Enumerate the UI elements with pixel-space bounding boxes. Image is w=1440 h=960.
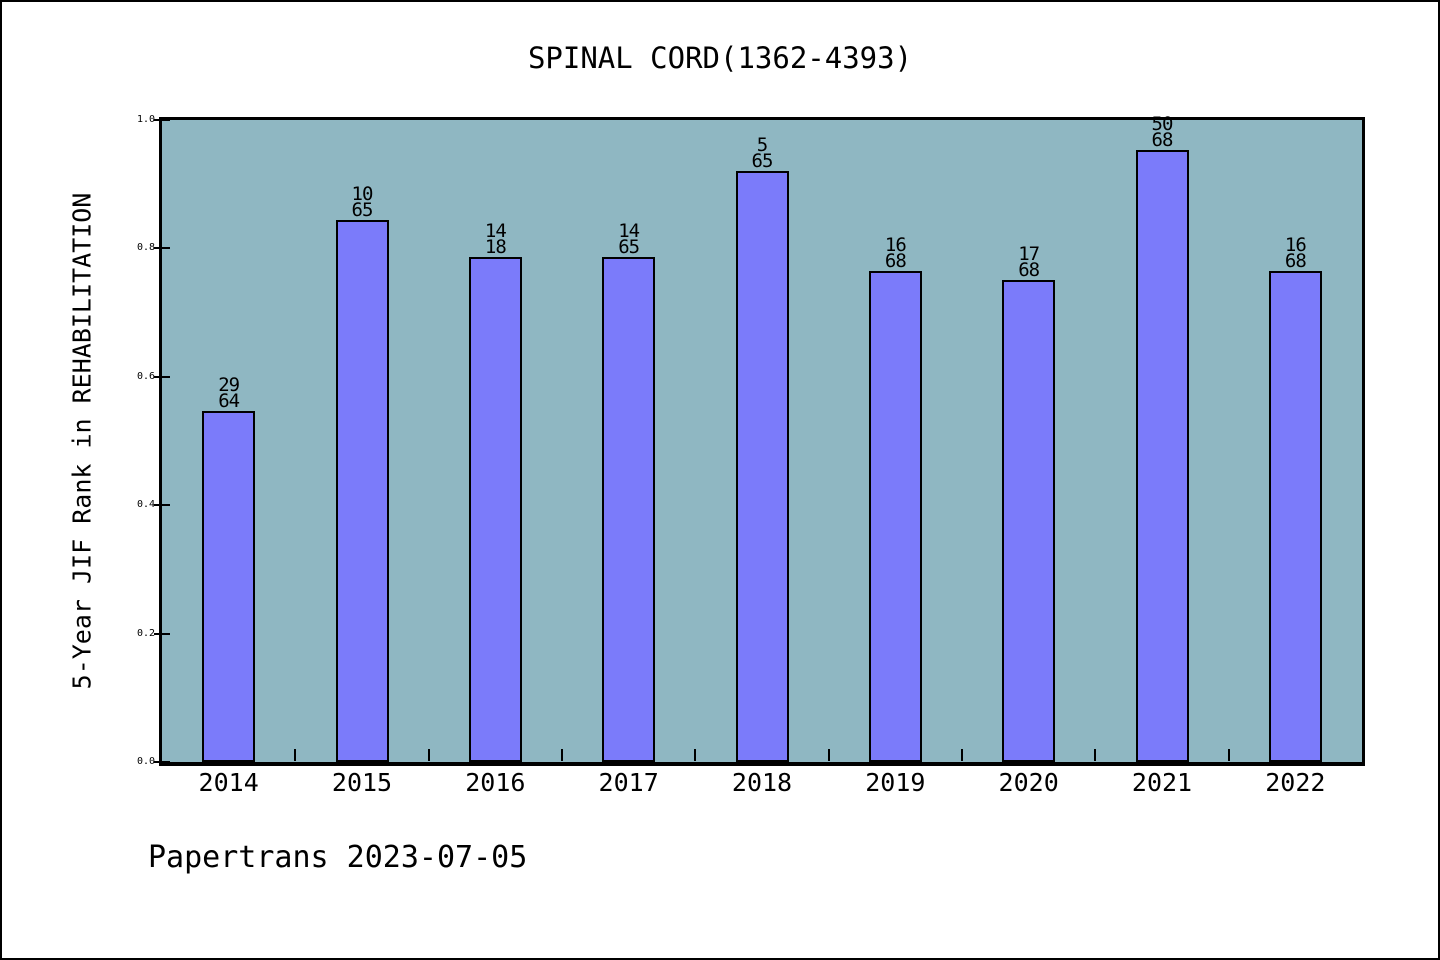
y-tick-label: 0.2 <box>136 627 155 639</box>
bar-2015 <box>335 220 389 762</box>
chart-title: SPINAL CORD(1362-4393) <box>527 41 913 75</box>
bar-label-denominator: 68 <box>1284 250 1307 272</box>
x-minor-tick <box>694 749 697 761</box>
bar-label-denominator: 65 <box>751 150 774 172</box>
x-tick-label-2017: 2017 <box>598 768 659 797</box>
bar-label-numerator: 14 <box>618 220 640 242</box>
bar-2020 <box>1002 280 1056 762</box>
bar-2019 <box>868 271 922 762</box>
bar-2017 <box>602 257 656 762</box>
x-tick-label-2018: 2018 <box>731 768 793 797</box>
bar-label-numerator: 5 <box>756 134 768 156</box>
bar-value-label-2021: 50 68 <box>1122 115 1202 151</box>
bar-value-label-2017: 14 65 <box>589 220 669 258</box>
x-minor-tick <box>961 749 963 761</box>
x-minor-tick <box>561 749 563 761</box>
x-tick-label-2014: 2014 <box>198 768 259 797</box>
x-tick-label-2020: 2020 <box>998 768 1059 797</box>
bar-2018 <box>735 171 789 762</box>
bar-value-label-2016: 14 18 <box>455 220 535 258</box>
bar-value-label-2014: 29 64 <box>189 374 269 412</box>
bar-label-denominator: 65 <box>618 236 640 258</box>
x-minor-tick <box>294 749 297 761</box>
x-minor-tick <box>827 749 830 761</box>
y-tick <box>154 375 170 378</box>
bar-label-denominator: 18 <box>484 236 507 258</box>
bar-value-label-2019: 16 68 <box>855 234 935 272</box>
bar-label-denominator: 68 <box>884 250 907 272</box>
bar-label-denominator: 64 <box>218 390 240 412</box>
bar-label-numerator: 17 <box>1018 243 1040 265</box>
x-tick-label-2021: 2021 <box>1131 768 1193 797</box>
y-tick <box>154 247 170 250</box>
bar-label-denominator: 68 <box>1018 259 1040 281</box>
x-tick-label-2015: 2015 <box>331 768 393 797</box>
bar-label-numerator: 29 <box>218 374 240 396</box>
x-minor-tick <box>427 749 430 761</box>
y-tick <box>154 632 170 635</box>
bar-label-numerator: 16 <box>884 234 907 256</box>
x-minor-tick <box>1227 749 1230 761</box>
bar-label-denominator: 68 <box>1151 129 1174 151</box>
y-tick-label: 0.4 <box>136 499 155 511</box>
plot-area: 29 64 10 65 14 18 14 65 5 65 16 68 17 68 50 68 16 68 <box>154 115 1362 763</box>
y-tick <box>154 504 170 507</box>
y-tick-label: 0.8 <box>136 242 155 254</box>
bar-label-numerator: 10 <box>351 183 374 205</box>
y-axis-label: 5-Year JIF Rank in REHABILITATION <box>67 192 97 690</box>
bar-value-label-2015: 10 65 <box>322 183 402 221</box>
bar-2014 <box>202 411 256 762</box>
bar-2016 <box>468 257 522 762</box>
bar-value-label-2018: 5 65 <box>722 134 802 172</box>
bar-2022 <box>1268 271 1322 762</box>
y-tick <box>154 119 170 121</box>
x-tick-label-2022: 2022 <box>1265 768 1326 797</box>
x-minor-tick <box>1094 749 1097 761</box>
watermark-text: Papertrans 2023-07-05 <box>148 840 528 875</box>
x-tick-label-2019: 2019 <box>865 768 926 797</box>
y-tick-label: 0.6 <box>136 370 155 382</box>
bar-value-label-2022: 16 68 <box>1255 234 1335 272</box>
x-tick-label-2016: 2016 <box>465 768 526 797</box>
bar-label-numerator: 14 <box>484 220 507 242</box>
bar-2021 <box>1135 150 1189 762</box>
bar-label-denominator: 65 <box>351 199 374 221</box>
x-axis-labels: 2014 2015 2016 2017 2018 2019 2020 2021 2022 <box>2 768 1440 808</box>
y-tick-label: 1.0 <box>136 114 155 125</box>
y-tick <box>154 761 170 763</box>
y-tick-label: 0.0 <box>136 756 155 767</box>
bar-label-numerator: 16 <box>1284 234 1307 256</box>
bar-value-label-2020: 17 68 <box>989 243 1069 281</box>
